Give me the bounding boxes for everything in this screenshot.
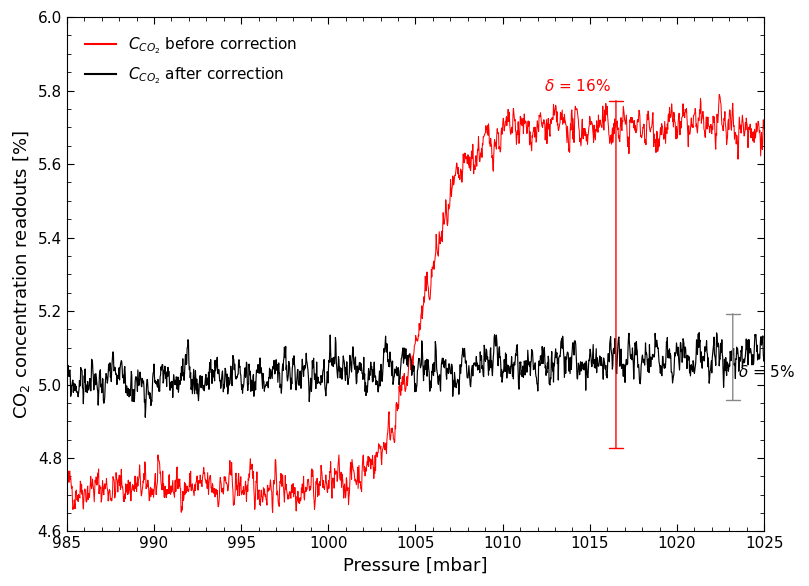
Y-axis label: CO$_2$ concentration readouts [%]: CO$_2$ concentration readouts [%] (11, 130, 32, 418)
Text: $\delta$ = 5%: $\delta$ = 5% (738, 364, 795, 380)
Text: $\delta$ = 16%: $\delta$ = 16% (544, 79, 611, 94)
Legend: $C_{CO_2}$ before correction, $C_{CO_2}$ after correction: $C_{CO_2}$ before correction, $C_{CO_2}$… (79, 29, 303, 92)
X-axis label: Pressure [mbar]: Pressure [mbar] (343, 557, 488, 575)
